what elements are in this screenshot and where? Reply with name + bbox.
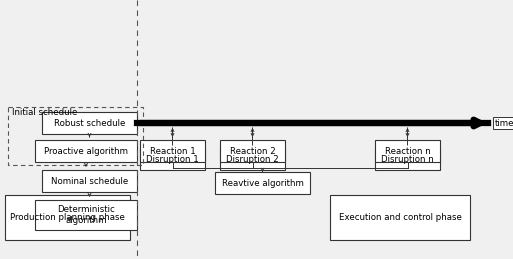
Text: Production planning phase: Production planning phase: [10, 213, 125, 222]
Bar: [375, 140, 440, 162]
Bar: [140, 140, 205, 162]
Text: Reaction n: Reaction n: [385, 147, 430, 155]
Bar: [5, 195, 130, 240]
Text: time: time: [495, 119, 513, 127]
Bar: [42, 170, 137, 192]
Bar: [220, 140, 285, 162]
Bar: [215, 172, 310, 194]
Text: Disruption 1: Disruption 1: [146, 155, 199, 163]
Text: Disruption 2: Disruption 2: [226, 155, 279, 163]
Text: Initial schedule: Initial schedule: [12, 108, 77, 117]
Bar: [35, 200, 137, 230]
Bar: [35, 140, 137, 162]
Text: Deterministic
algorithm: Deterministic algorithm: [57, 205, 115, 225]
Text: Execution and control phase: Execution and control phase: [339, 213, 461, 222]
Text: Reaction 2: Reaction 2: [230, 147, 275, 155]
Text: Disruption n: Disruption n: [381, 155, 434, 163]
Bar: [8, 107, 143, 165]
Bar: [375, 148, 440, 170]
Text: Proactive algorithm: Proactive algorithm: [44, 147, 128, 155]
Bar: [42, 112, 137, 134]
Text: Reaction 1: Reaction 1: [150, 147, 195, 155]
Text: Reavtive algorithm: Reavtive algorithm: [222, 178, 303, 188]
Bar: [330, 195, 470, 240]
Text: Robust schedule: Robust schedule: [54, 119, 125, 127]
Text: Nominal schedule: Nominal schedule: [51, 176, 128, 185]
Bar: [140, 148, 205, 170]
Bar: [220, 148, 285, 170]
